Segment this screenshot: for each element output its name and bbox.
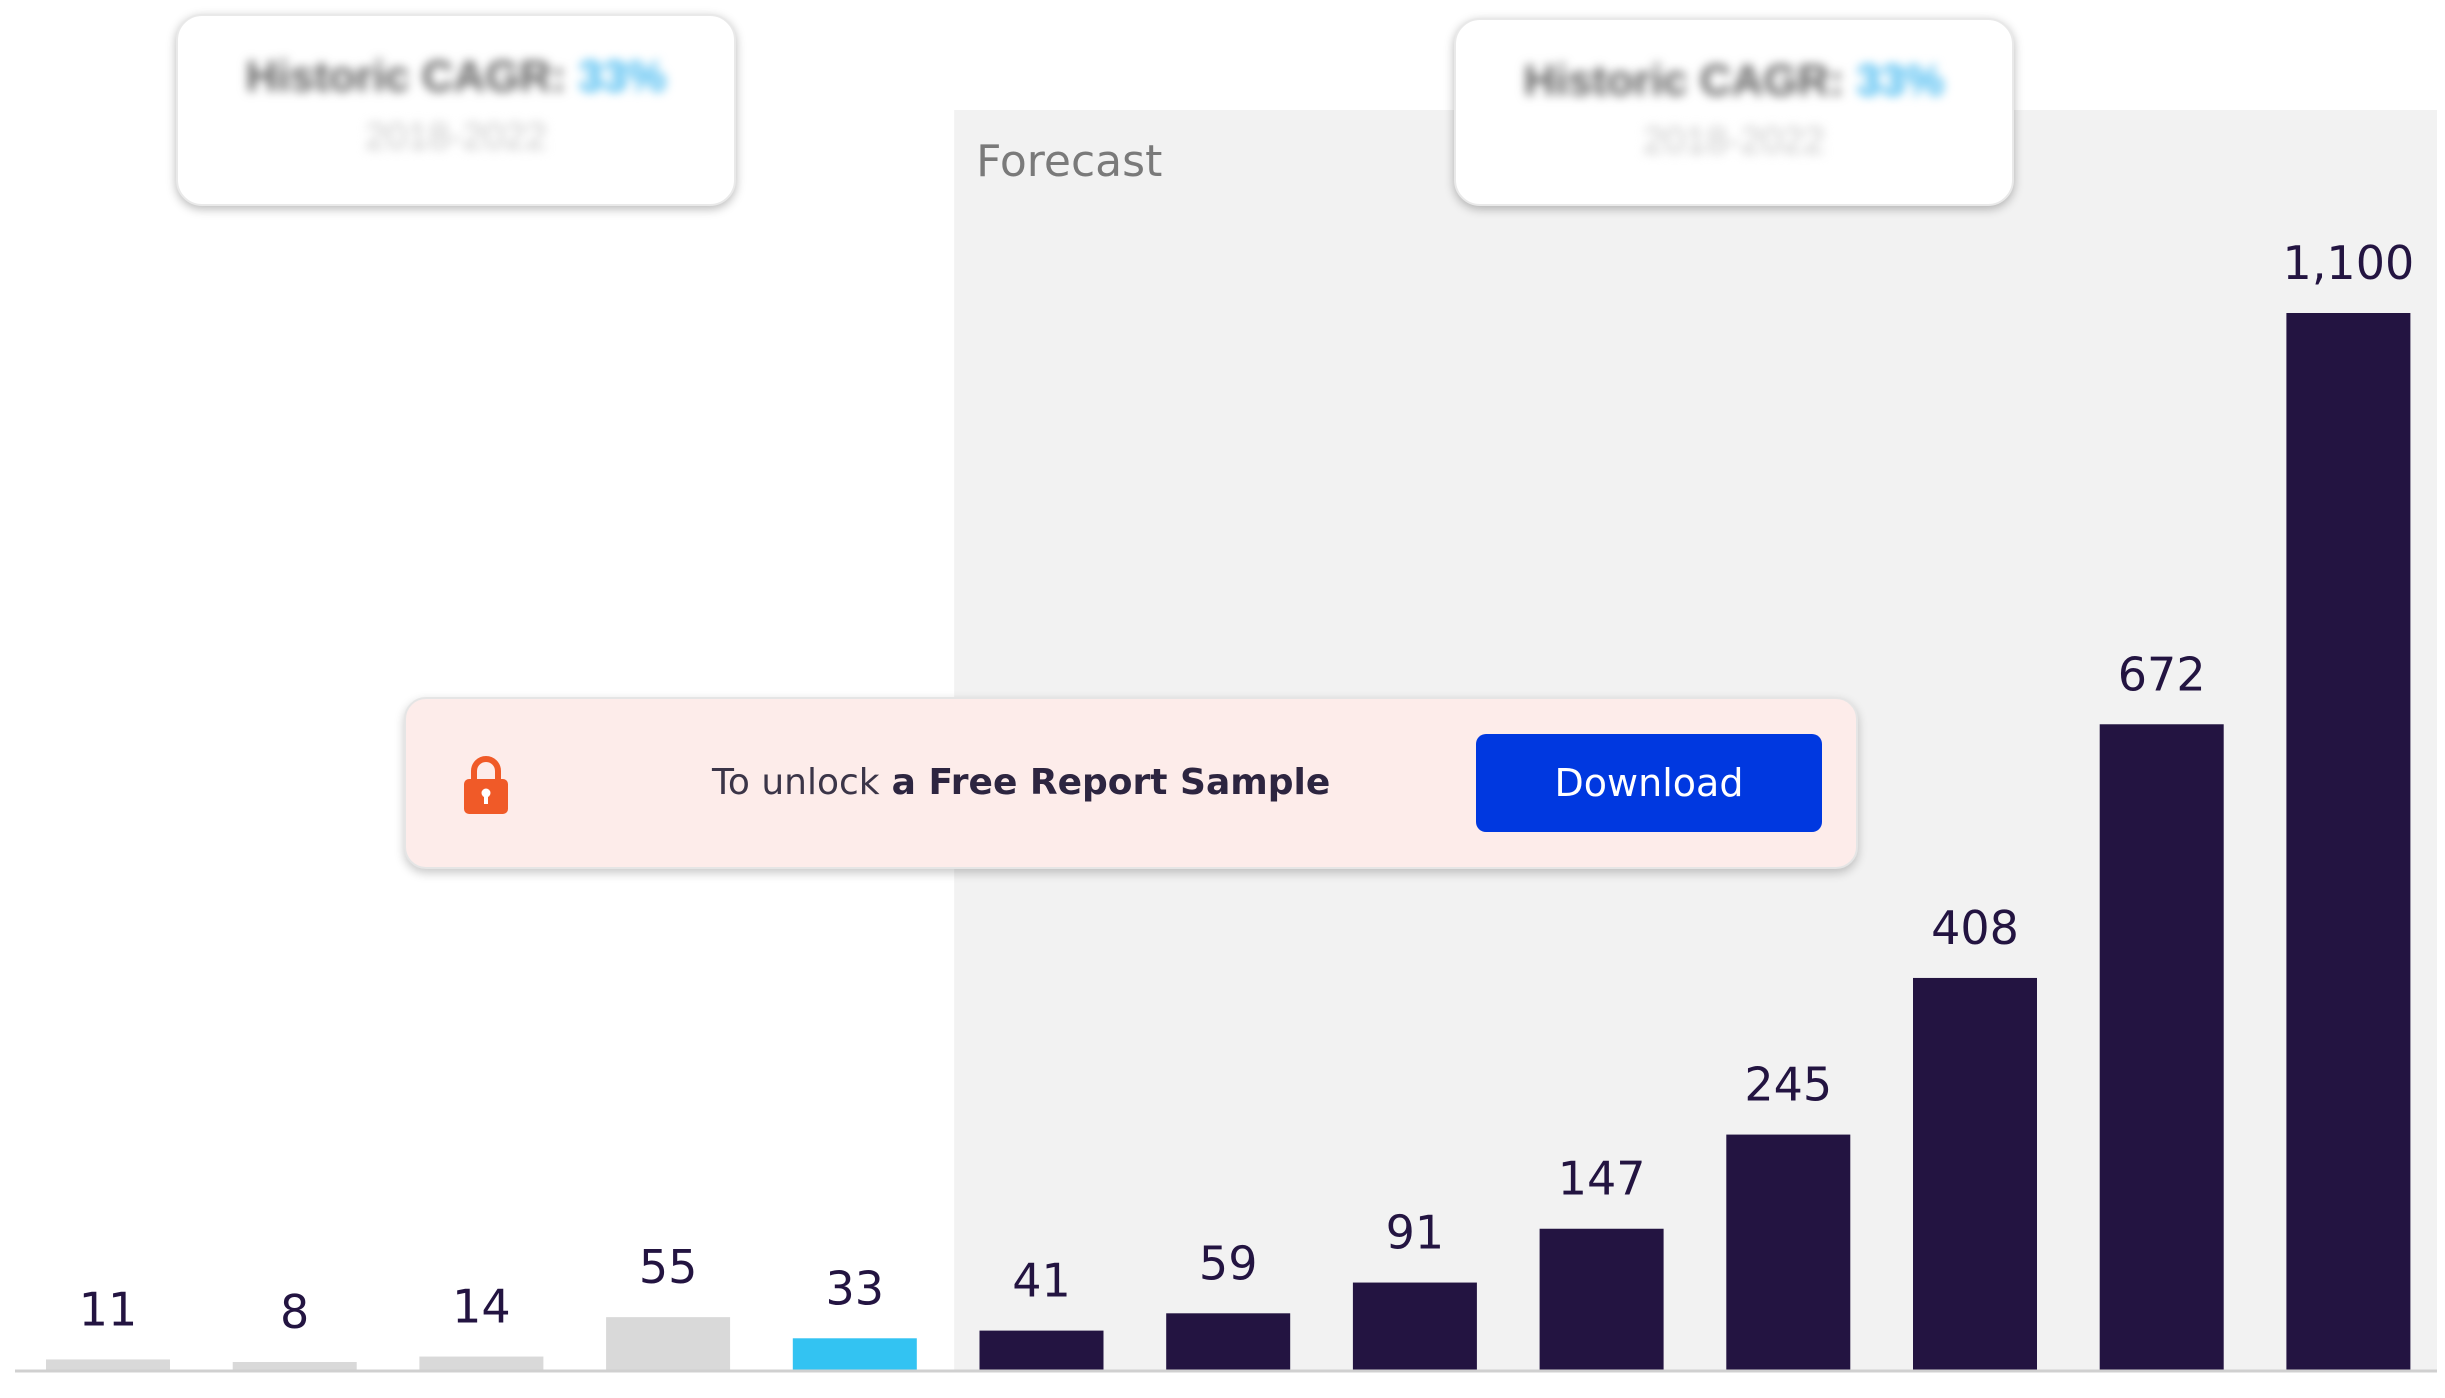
download-button[interactable]: Download bbox=[1476, 734, 1822, 832]
bar-value-label-2: 8 bbox=[280, 1285, 309, 1339]
bar-13 bbox=[2286, 313, 2411, 1370]
bar-value-label-10: 245 bbox=[1744, 1058, 1832, 1112]
cagr-label: Historic CAGR: bbox=[1523, 56, 1844, 105]
bar-value-label-6: 41 bbox=[1012, 1254, 1071, 1308]
bar-value-label-4: 55 bbox=[639, 1240, 698, 1294]
cagr-value: 33% bbox=[578, 52, 667, 101]
bar-9 bbox=[1539, 1228, 1664, 1370]
cagr-label: Historic CAGR: bbox=[245, 52, 566, 101]
unlock-message: To unlock a Free Report Sample bbox=[712, 699, 1330, 867]
bar-6 bbox=[979, 1330, 1104, 1370]
bar-8 bbox=[1352, 1282, 1477, 1370]
bar-2 bbox=[232, 1362, 357, 1370]
unlock-sample-banner: To unlock a Free Report Sample Download bbox=[404, 697, 1858, 869]
bar-5 bbox=[792, 1338, 917, 1370]
historic-cagr-card-right: Historic CAGR: 33% 2018-2022 bbox=[1454, 18, 2014, 206]
bar-7 bbox=[1166, 1313, 1291, 1370]
bar-value-label-1: 11 bbox=[79, 1282, 138, 1336]
bar-12 bbox=[2099, 724, 2224, 1370]
cagr-years: 2018-2022 bbox=[1643, 120, 1825, 162]
bar-value-label-3: 14 bbox=[452, 1280, 511, 1334]
bar-value-label-13: 1,100 bbox=[2283, 236, 2415, 290]
bar-11 bbox=[1913, 977, 2037, 1370]
bar-value-label-5: 33 bbox=[826, 1261, 885, 1315]
bar-3 bbox=[419, 1356, 544, 1370]
forecast-label: Forecast bbox=[976, 136, 1162, 187]
unlock-text-prefix: To unlock bbox=[712, 762, 880, 803]
bar-value-label-11: 408 bbox=[1931, 901, 2019, 955]
bar-1 bbox=[46, 1359, 170, 1370]
cagr-value: 33% bbox=[1856, 56, 1945, 105]
lock-icon bbox=[464, 756, 508, 814]
bar-value-label-8: 91 bbox=[1386, 1206, 1445, 1260]
bar-value-label-9: 147 bbox=[1558, 1152, 1646, 1206]
bar-value-label-12: 672 bbox=[2118, 647, 2206, 701]
bar-4 bbox=[606, 1317, 731, 1370]
historic-cagr-card-left: Historic CAGR: 33% 2018-2022 bbox=[176, 14, 736, 206]
bar-10 bbox=[1726, 1134, 1851, 1370]
unlock-text-bold: a Free Report Sample bbox=[891, 762, 1331, 803]
bar-value-label-7: 59 bbox=[1199, 1236, 1258, 1290]
cagr-years: 2018-2022 bbox=[365, 116, 547, 158]
